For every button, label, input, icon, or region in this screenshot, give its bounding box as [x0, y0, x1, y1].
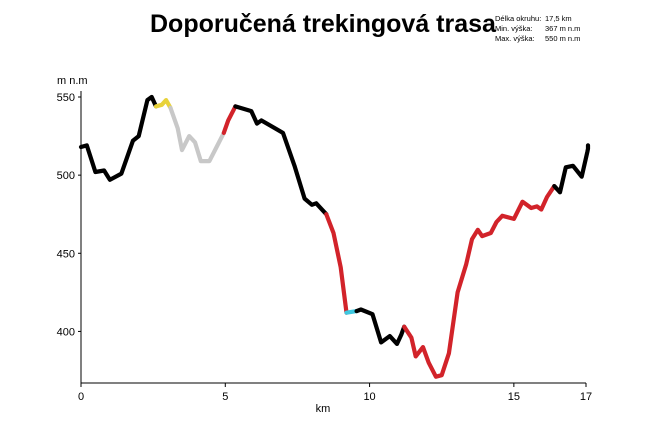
stat-length-value: 17,5 km	[545, 14, 572, 23]
stat-length-label: Délka okruhu:	[495, 14, 542, 23]
x-tick-label: 17	[580, 391, 592, 403]
elevation-segment-black	[354, 307, 407, 346]
x-tick-label: 10	[363, 391, 375, 403]
elevation-segment-black	[78, 94, 159, 182]
y-tick-label: 550	[57, 92, 75, 104]
ticks: 550 500 450 400 0 5 10 15 17	[57, 92, 592, 403]
stat-min-label: Min. výška:	[495, 24, 533, 33]
stat-min: Min. výška: 367 m n.m	[495, 24, 580, 34]
chart-title: Doporučená trekingová trasa	[150, 10, 496, 38]
elevation-segment-red	[221, 104, 238, 135]
elevation-segment-black	[552, 143, 591, 195]
elevation-segment-grey	[168, 105, 226, 164]
stat-max-label: Max. výška:	[495, 34, 535, 43]
x-tick-label: 0	[78, 391, 84, 403]
axes: m n.m km	[57, 75, 586, 415]
elevation-series	[78, 94, 591, 379]
elevation-segment-red	[402, 184, 557, 379]
stat-max-value: 550 m n.m	[545, 34, 581, 43]
stat-max: Max. výška: 550 m n.m	[495, 34, 580, 44]
x-tick-label: 15	[508, 391, 520, 403]
y-tick-label: 450	[57, 248, 75, 260]
stat-min-value: 367 m n.m	[545, 24, 581, 33]
elevation-segment-yellow	[153, 97, 173, 111]
y-tick-label: 400	[57, 326, 75, 338]
route-stats: Délka okruhu: 17,5 km Min. výška: 367 m …	[495, 14, 580, 44]
elevation-segment-black	[233, 104, 329, 217]
x-tick-label: 5	[222, 391, 228, 403]
y-tick-label: 500	[57, 170, 75, 182]
y-axis-label: m n.m	[57, 75, 88, 87]
elevation-segment-red	[324, 212, 349, 315]
stat-length: Délka okruhu: 17,5 km	[495, 14, 580, 24]
x-axis-label: km	[316, 403, 331, 415]
